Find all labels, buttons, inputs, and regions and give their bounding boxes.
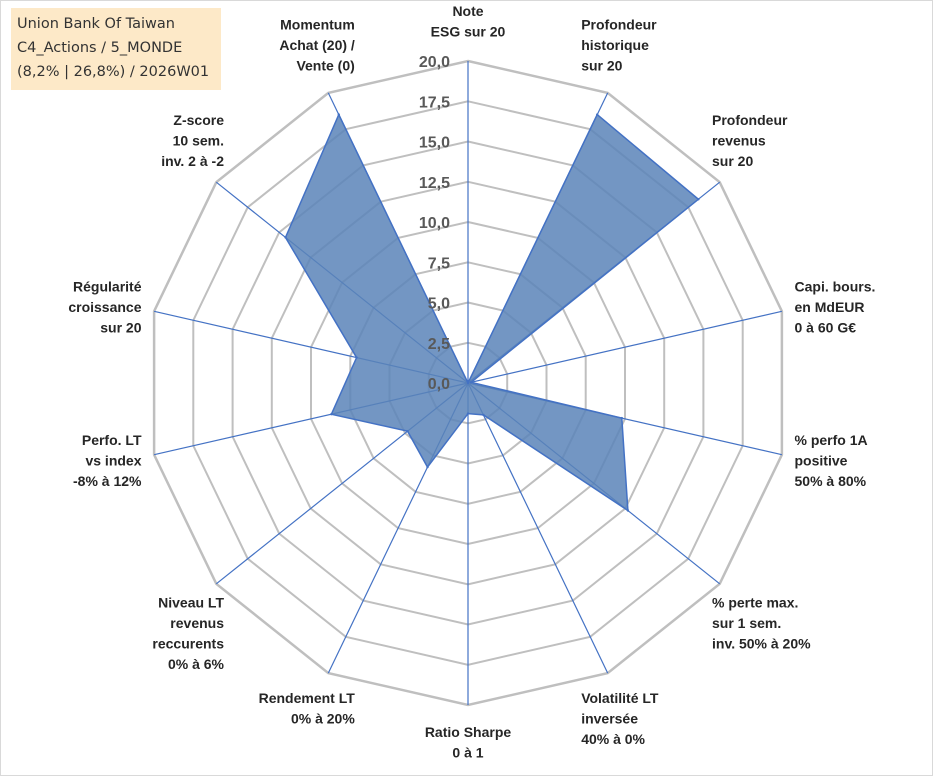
axis-label-5-line-1: sur 1 sem. [712,615,781,631]
tick-label-8: 20,0 [419,54,450,71]
data-point-1 [596,113,599,116]
axis-label-2: Profondeur revenus sur 20 [712,112,788,169]
spoke-6 [467,382,609,674]
axis-label-9-line-3: 0% à 6% [168,656,225,672]
tick-label-4: 10,0 [419,215,450,232]
title-line-2: C4_Actions / 5_MONDE [17,40,183,56]
axis-label-6: Volatilité LT inversée 40% à 0% [581,690,659,747]
title-line-1: Union Bank Of Taiwan [17,16,175,32]
data-point-10 [330,413,333,416]
data-point-4 [620,416,623,420]
tick-label-5: 12,5 [419,175,450,192]
axis-label-6-line-1: inversée [581,710,638,726]
radar-series [284,112,700,512]
axis-label-10-line-0: Perfo. LT [82,432,142,448]
data-point-13 [337,113,340,116]
spoke-3 [467,310,783,384]
data-point-9 [406,430,409,433]
axis-label-11: Régularité croissance sur 20 [68,279,141,336]
axis-label-10: Perfo. LT vs index -8% à 12% [73,432,142,489]
tick-label-1: 2,5 [428,336,450,353]
axis-label-1: Profondeur historique sur 20 [581,17,657,74]
chart-title-box: Union Bank Of Taiwan C4_Actions / 5_MOND… [11,8,221,90]
axis-label-12-line-1: 10 sem. [173,133,224,149]
axis-label-8-line-0: Rendement LT [259,690,356,706]
radar-tick-labels: 0,0 2,5 5,0 7,5 10,0 12,5 15,0 17,5 20,0 [419,54,450,393]
axis-label-3: Capi. bours. en MdEUR 0 à 60 G€ [795,279,876,336]
axis-label-1-line-0: Profondeur [581,17,657,33]
axis-label-4-line-0: % perfo 1A [795,432,868,448]
data-point-2 [697,198,700,201]
axis-label-5-line-2: inv. 50% à 20% [712,636,811,652]
axis-label-9-line-0: Niveau LT [158,595,224,611]
axis-label-12: Z-score 10 sem. inv. 2 à -2 [161,112,224,169]
radar-axis-labels: Note ESG sur 20 Profondeur historique sur 20… [68,3,875,761]
axis-label-2-line-0: Profondeur [712,112,788,128]
axis-label-7-line-1: 0 à 1 [452,745,483,761]
tick-label-2: 5,0 [428,296,450,313]
axis-label-6-line-0: Volatilité LT [581,690,659,706]
axis-label-3-line-1: en MdEUR [795,299,865,315]
axis-label-10-line-2: -8% à 12% [73,473,142,489]
axis-label-13-line-0: Momentum [280,17,355,33]
data-point-12 [284,236,287,239]
axis-label-9: Niveau LT revenus reccurents 0% à 6% [152,595,224,673]
axis-label-7: Ratio Sharpe 0 à 1 [425,724,512,761]
series-area [284,112,700,512]
axis-label-1-line-1: historique [581,37,649,53]
axis-label-1-line-2: sur 20 [581,58,622,74]
axis-label-12-line-2: inv. 2 à -2 [161,153,224,169]
axis-label-0-line-0: Note [452,3,483,19]
axis-label-5: % perte max. sur 1 sem. inv. 50% à 20% [712,595,811,652]
tick-label-7: 17,5 [419,94,450,111]
axis-label-10-line-1: vs index [85,452,141,468]
axis-label-12-line-0: Z-score [173,112,224,128]
tick-label-3: 7,5 [428,255,450,272]
axis-label-5-line-0: % perte max. [712,595,798,611]
data-point-0 [466,381,470,385]
axis-label-4-line-2: 50% à 80% [795,473,867,489]
axis-label-4: % perfo 1A positive 50% à 80% [795,432,868,489]
axis-label-13-line-2: Vente (0) [296,58,354,74]
axis-label-7-line-0: Ratio Sharpe [425,724,512,740]
title-line-3: (8,2% | 26,8%) / 2026W01 [17,64,210,80]
axis-label-11-line-1: croissance [68,299,141,315]
axis-label-6-line-2: 40% à 0% [581,731,645,747]
data-point-5 [626,509,630,512]
axis-label-0: Note ESG sur 20 [431,3,506,40]
axis-label-8: Rendement LT 0% à 20% [259,690,356,727]
axis-label-4-line-1: positive [795,452,848,468]
axis-label-11-line-2: sur 20 [100,320,141,336]
tick-label-0: 0,0 [428,376,450,393]
data-point-3 [469,381,473,384]
axis-label-3-line-0: Capi. bours. [795,279,876,295]
axis-label-3-line-2: 0 à 60 G€ [795,320,857,336]
data-point-8 [426,465,429,469]
axis-label-2-line-1: revenus [712,133,766,149]
data-point-11 [355,356,358,359]
axis-label-0-line-1: ESG sur 20 [431,24,506,40]
axis-label-2-line-2: sur 20 [712,153,753,169]
axis-label-9-line-1: revenus [170,615,224,631]
axis-label-8-line-1: 0% à 20% [291,710,355,726]
data-point-7 [466,412,470,415]
axis-label-13-line-1: Achat (20) / [279,37,355,53]
axis-label-11-line-0: Régularité [73,279,142,295]
axis-label-13: Momentum Achat (20) / Vente (0) [279,17,355,74]
data-point-6 [482,413,485,417]
tick-label-6: 15,0 [419,135,450,152]
axis-label-9-line-2: reccurents [152,636,224,652]
